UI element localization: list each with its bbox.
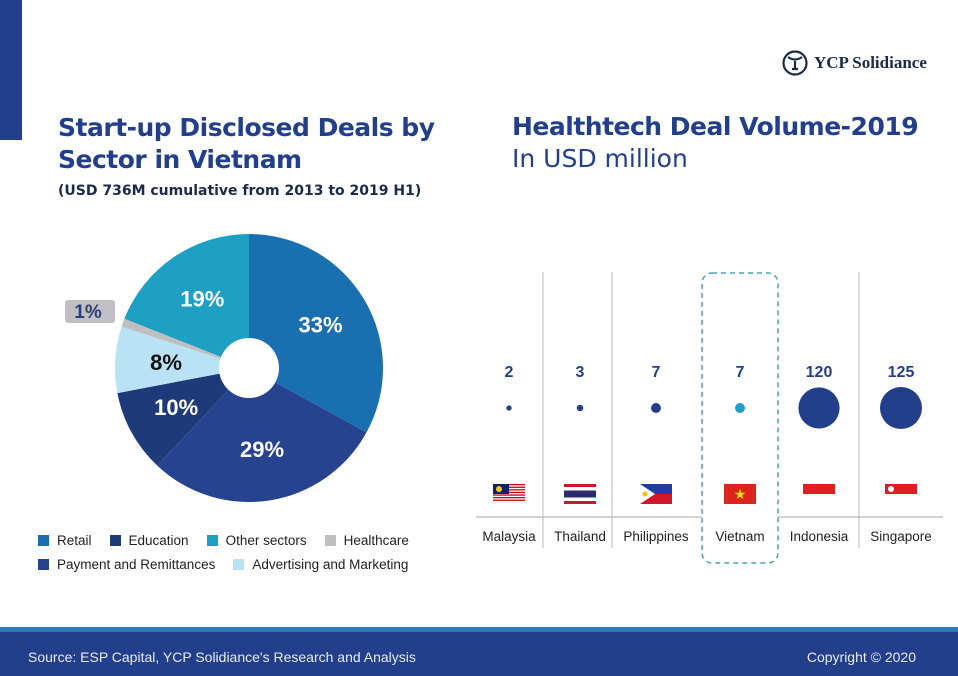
flag-indonesia-icon: [803, 484, 835, 494]
pie-label-retail: 33%: [298, 313, 342, 338]
flag-stripe: [493, 499, 525, 501]
flag-blue: [564, 490, 596, 498]
pie-slice-education: [117, 368, 249, 466]
category-label-singapore: Singapore: [870, 529, 932, 544]
pie-slice-advertising-and-marketing: [114, 326, 249, 394]
footer: Source: ESP Capital, YCP Solidiance's Re…: [0, 627, 958, 676]
charts-canvas: 33% 29% 10% 8% 1% 19% 2 Malaysia 3 Thailand 7 Phili…: [65, 234, 943, 564]
pie-slice-healthcare: [121, 318, 249, 368]
category-label-philippines: Philippines: [623, 529, 689, 544]
accent-bar: [0, 0, 22, 140]
flag-sun: [642, 491, 648, 497]
pie-legend: Retail Education Other sectors Healthcare P…: [38, 533, 409, 581]
bubble-thailand: [576, 404, 584, 412]
legend-label: Education: [128, 533, 189, 548]
value-label-vietnam: 7: [736, 364, 745, 381]
bubble-subtitle: In USD million: [512, 144, 688, 173]
bubble-philippines: [651, 403, 661, 413]
legend-swatch: [206, 535, 218, 546]
flag-star: ★: [734, 486, 747, 502]
legend-item-advertising-and-marketing: Advertising and Marketing: [233, 557, 408, 572]
legend-swatch: [109, 535, 121, 546]
legend-label: Retail: [57, 533, 92, 548]
pie-label-other-sectors: 19%: [180, 286, 224, 311]
value-label-indonesia: 120: [806, 364, 833, 381]
legend-item-education: Education: [109, 533, 189, 548]
pie-label-advertising-and-marketing: 8%: [150, 350, 182, 375]
legend-swatch: [38, 535, 49, 546]
highlight-box-vietnam: [701, 272, 779, 564]
legend-item-payment-and-remittances: Payment and Remittances: [38, 557, 215, 572]
legend-label: Advertising and Marketing: [252, 557, 409, 572]
flag-red: [803, 484, 835, 494]
flag-thailand-icon: [564, 484, 596, 504]
flag-moon: [888, 486, 894, 492]
flag-philippines-icon: [640, 484, 672, 504]
legend-item-other-sectors: Other sectors: [206, 533, 307, 548]
bubble-vietnam: [735, 403, 745, 413]
legend-item-healthcare: Healthcare: [324, 533, 409, 548]
pie-label-payment-and-remittances: 29%: [240, 437, 284, 462]
pie-slice-other-sectors: [124, 234, 249, 368]
flag-malaysia-icon: [493, 484, 525, 501]
pie-hole: [219, 338, 279, 398]
value-label-singapore: 125: [888, 364, 915, 381]
category-label-vietnam: Vietnam: [715, 529, 764, 544]
category-label-malaysia: Malaysia: [482, 529, 536, 544]
pie-slice-payment-and-remittances: [157, 368, 367, 502]
flag-stripe: [493, 494, 525, 496]
flag-moon: [496, 486, 502, 492]
value-label-malaysia: 2: [505, 364, 514, 381]
value-label-philippines: 7: [652, 364, 661, 381]
category-label-indonesia: Indonesia: [790, 529, 849, 544]
category-label-thailand: Thailand: [554, 529, 606, 544]
bubble-title: Healthtech Deal Volume-2019: [512, 112, 919, 141]
bubble-malaysia: [506, 405, 512, 411]
legend-swatch: [324, 535, 336, 546]
flag-bg: [724, 484, 756, 504]
bubble-indonesia: [798, 387, 840, 429]
logo-text: YCP Solidiance: [814, 53, 927, 72]
logo: YCP Solidiance: [782, 50, 927, 76]
legend-label: Healthcare: [343, 533, 409, 548]
legend-swatch: [233, 559, 245, 570]
ycp-logo-icon: [782, 50, 808, 76]
pie-label-box-healthcare: [65, 300, 115, 323]
copyright-text: Copyright © 2020: [806, 649, 916, 665]
pie-label-healthcare: 1%: [74, 302, 102, 323]
pie-subtitle: (USD 736M cumulative from 2013 to 2019 H…: [58, 183, 422, 199]
bubble-singapore: [880, 387, 922, 429]
flag-singapore-icon: [885, 484, 917, 494]
pie-label-education: 10%: [154, 395, 198, 420]
legend-swatch: [38, 559, 49, 570]
flag-stripe: [493, 497, 525, 499]
legend-label: Payment and Remittances: [57, 557, 216, 572]
flag-vietnam-icon: ★: [724, 484, 756, 504]
flag-red: [885, 484, 917, 494]
legend-item-retail: Retail: [38, 533, 92, 548]
source-text: Source: ESP Capital, YCP Solidiance's Re…: [28, 649, 416, 665]
flag-red: [640, 494, 672, 504]
legend-label: Other sectors: [225, 533, 307, 548]
value-label-thailand: 3: [576, 364, 585, 381]
pie-title: Start-up Disclosed Deals by Sector in Vi…: [58, 113, 435, 174]
pie-slice-retail: [249, 234, 384, 433]
flag-blue: [640, 484, 672, 494]
